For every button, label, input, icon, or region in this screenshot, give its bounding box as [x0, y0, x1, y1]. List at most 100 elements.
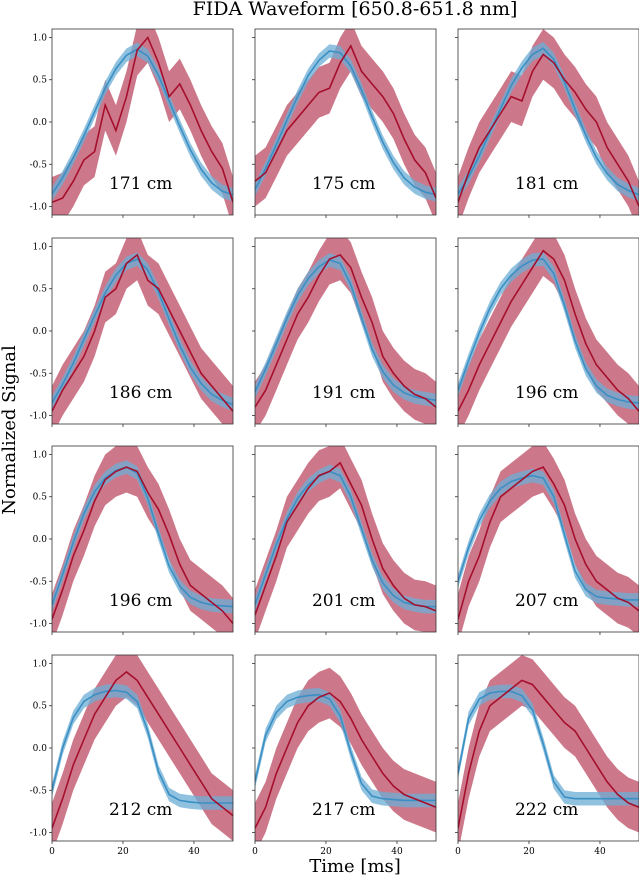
panel-radius-label: 222 cm: [515, 800, 579, 820]
y-tick-label: 0.0: [33, 118, 48, 128]
plot-area: [255, 238, 436, 424]
panel-radius-label: 175 cm: [312, 174, 376, 194]
model-uncertainty-band: [458, 468, 639, 607]
measured-series-line: [255, 692, 436, 829]
measured-uncertainty-band: [52, 29, 233, 215]
panel-5: 191 cm: [252, 237, 437, 427]
measured-uncertainty-band: [458, 446, 639, 632]
y-tick-label: 1.0: [33, 450, 48, 460]
model-uncertainty-band: [458, 684, 639, 806]
x-tick-label: 40: [391, 847, 403, 857]
model-series-line: [255, 259, 436, 402]
measured-series-line: [458, 249, 639, 412]
x-tick-label: 20: [117, 847, 129, 857]
x-tick-label: 20: [320, 847, 332, 857]
panel-9: 207 cm: [455, 445, 639, 635]
model-series-line: [52, 258, 233, 406]
model-series-line: [458, 690, 639, 800]
y-tick-label: -1.0: [30, 620, 48, 630]
model-uncertainty-band: [255, 688, 436, 808]
measured-series-line: [255, 44, 436, 199]
model-uncertainty-band: [52, 683, 233, 810]
y-tick-label: 0.5: [33, 76, 48, 86]
model-series-line: [52, 689, 233, 804]
panel-4: -1.0 -0.5 0.0 0.5 1.0 186 cm: [30, 237, 234, 427]
y-axis-label: Normalized Signal: [0, 345, 20, 515]
x-tick-label: 0: [252, 847, 258, 857]
measured-uncertainty-band: [458, 655, 639, 841]
y-tick-label: -0.5: [30, 577, 48, 587]
model-series-line: [52, 466, 233, 608]
plot-area: [52, 655, 233, 841]
panel-2: 175 cm: [252, 28, 437, 218]
x-tick-label: 40: [188, 847, 200, 857]
measured-series-line: [255, 253, 436, 408]
panel-radius-label: 212 cm: [109, 800, 173, 820]
measured-uncertainty-band: [52, 446, 233, 632]
plot-area: [255, 667, 436, 841]
y-tick-label: 0.5: [33, 285, 48, 295]
x-tick-label: 20: [523, 847, 535, 857]
measured-series-line: [458, 466, 639, 620]
model-series-line: [255, 50, 436, 196]
panel-12: 0 20 40 222 cm: [455, 654, 639, 857]
panel-3: 181 cm: [455, 28, 639, 218]
model-uncertainty-band: [458, 252, 639, 410]
panel-radius-label: 207 cm: [515, 591, 579, 611]
y-tick-label: -1.0: [30, 203, 48, 213]
plot-area: [458, 29, 639, 215]
plot-area: [52, 238, 233, 424]
model-uncertainty-band: [52, 460, 233, 614]
panel-10: -1.0 -0.5 0.0 0.5 1.0 0 20 40 212 cm: [30, 654, 234, 857]
measured-uncertainty-band: [52, 655, 233, 841]
figure-title: FIDA Waveform [650.8-651.8 nm]: [193, 0, 518, 20]
plot-area: [458, 655, 639, 841]
y-tick-label: 1.0: [33, 33, 48, 43]
measured-series-line: [255, 461, 436, 616]
measured-series-line: [458, 53, 639, 207]
model-series-line: [458, 258, 639, 404]
y-tick-label: 0.5: [33, 702, 48, 712]
y-tick-label: 0.0: [33, 535, 48, 545]
plot-area: [52, 29, 233, 215]
y-tick-label: -1.0: [30, 829, 48, 839]
measured-series-line: [52, 466, 233, 625]
measured-series-line: [52, 670, 233, 829]
y-tick-label: -0.5: [30, 786, 48, 796]
y-tick-label: 0.0: [33, 327, 48, 337]
panel-6: 196 cm: [455, 237, 639, 427]
plot-area: [255, 446, 436, 632]
model-series-line: [458, 47, 639, 196]
plot-area: [255, 29, 436, 215]
panel-radius-label: 171 cm: [109, 174, 173, 194]
measured-series-line: [52, 35, 233, 204]
y-tick-label: 0.0: [33, 744, 48, 754]
measured-uncertainty-band: [458, 238, 639, 424]
y-tick-label: -1.0: [30, 412, 48, 422]
plot-area: [458, 238, 639, 424]
model-series-line: [255, 470, 436, 608]
x-tick-label: 40: [594, 847, 606, 857]
model-series-line: [255, 693, 436, 802]
panel-1: -1.0 -0.5 0.0 0.5 1.0 171 cm: [30, 28, 234, 218]
panel-radius-label: 186 cm: [109, 383, 173, 403]
model-uncertainty-band: [255, 44, 436, 202]
y-tick-label: -0.5: [30, 369, 48, 379]
x-tick-label: 0: [455, 847, 461, 857]
x-tick-label: 0: [49, 847, 55, 857]
model-series-line: [458, 474, 639, 601]
panel-radius-label: 196 cm: [515, 383, 579, 403]
panel-radius-label: 196 cm: [109, 591, 173, 611]
measured-series-line: [458, 679, 639, 829]
panel-radius-label: 181 cm: [515, 174, 579, 194]
panel-7: -1.0 -0.5 0.0 0.5 1.0 196 cm: [30, 445, 234, 635]
panel-radius-label: 191 cm: [312, 383, 376, 403]
y-tick-label: 1.0: [33, 242, 48, 252]
panel-radius-label: 201 cm: [312, 591, 376, 611]
plot-area: [458, 446, 639, 632]
model-series-line: [52, 48, 233, 196]
panel-11: 0 20 40 217 cm: [252, 654, 437, 857]
y-tick-label: -0.5: [30, 160, 48, 170]
